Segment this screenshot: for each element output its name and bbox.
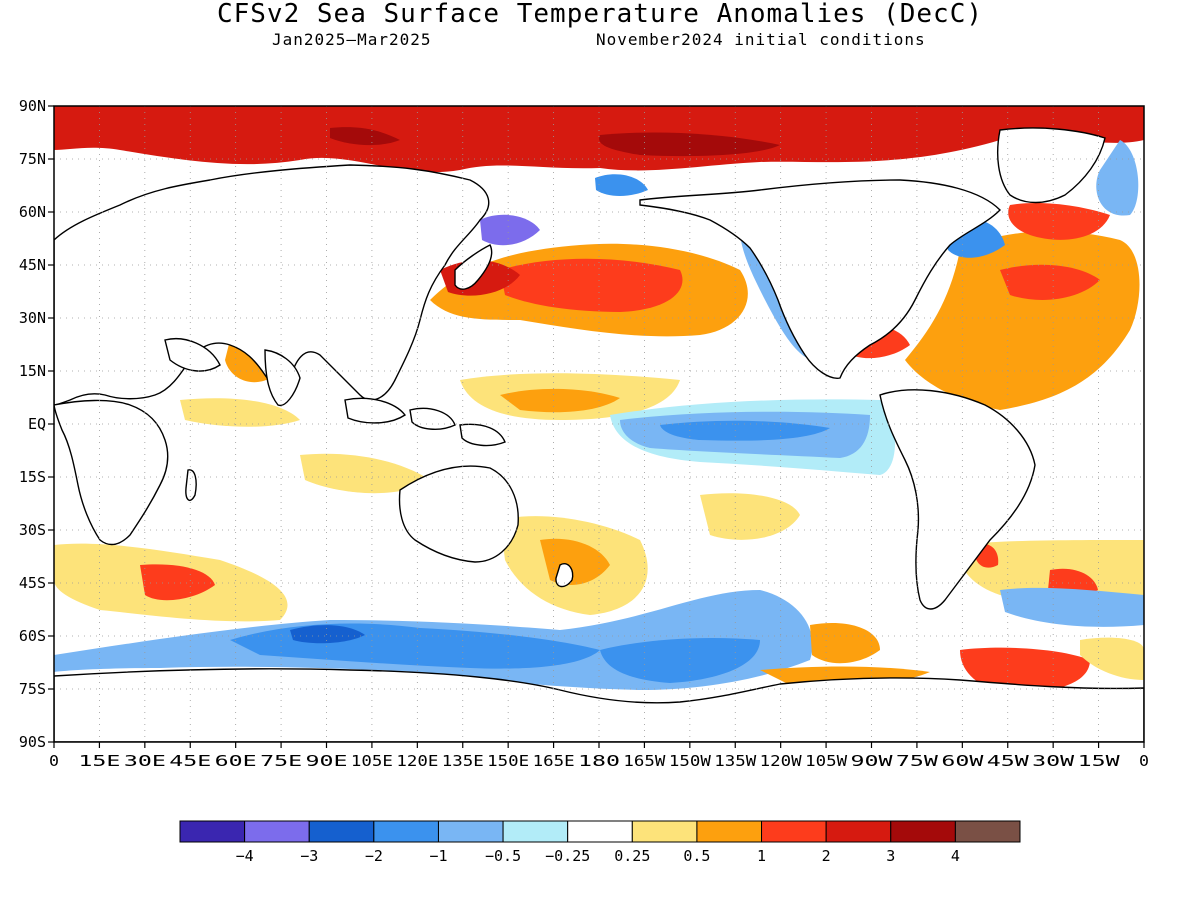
lat-label: 75S <box>19 680 46 698</box>
colorbar-swatch <box>825 820 892 843</box>
lon-label: 15E <box>78 752 120 770</box>
colorbar-swatch <box>761 820 827 843</box>
colorbar-swatch <box>308 820 375 843</box>
colorbar-swatch <box>567 820 633 843</box>
lon-label: 45W <box>987 752 1031 770</box>
lon-label: 90E <box>306 752 348 770</box>
colorbar-label: 1 <box>757 847 766 865</box>
colorbar-label: 2 <box>822 847 831 865</box>
lat-label: 75N <box>19 150 46 168</box>
eurasia-africa <box>54 164 490 406</box>
lon-label: 90W <box>851 752 895 770</box>
colorbar-swatch <box>373 820 439 843</box>
lat-label: 60N <box>19 203 46 221</box>
colorbar-label: 0.5 <box>683 847 710 865</box>
colorbar-label: −4 <box>236 847 254 865</box>
colorbar-label: −0.25 <box>545 847 590 865</box>
greenland <box>997 127 1106 204</box>
africa <box>54 399 169 546</box>
japan <box>454 244 493 290</box>
colorbar-swatch <box>179 820 246 843</box>
lon-label: 60E <box>215 752 257 770</box>
colorbar-swatch <box>502 820 569 843</box>
colorbar-swatch <box>437 820 504 843</box>
arctic-warm-region <box>54 106 1144 173</box>
longitude-labels: 0 15E 30E 45E 60E 75E 90E 105E 120E 135E 150E 165E 1… <box>49 752 1149 770</box>
lon-label: 105W <box>805 752 848 770</box>
forecast-period: Jan2025–Mar2025 <box>272 30 432 49</box>
lon-label: 75W <box>896 752 940 770</box>
lon-label: 105E <box>351 752 393 770</box>
lon-label: 15W <box>1078 752 1122 770</box>
lon-label: 45E <box>169 752 211 770</box>
lon-label: 30E <box>124 752 166 770</box>
arctic-extreme-region <box>599 132 780 157</box>
lat-label: 15S <box>19 468 46 486</box>
colorbar-label: 4 <box>951 847 960 865</box>
lon-label: 30W <box>1032 752 1076 770</box>
lon-label: 165W <box>623 752 666 770</box>
lat-label: 90N <box>19 97 46 115</box>
lat-label: 45N <box>19 256 46 274</box>
lon-label: 165E <box>533 752 575 770</box>
lon-label: 120E <box>396 752 438 770</box>
lon-label: 150W <box>669 752 712 770</box>
lat-label: 60S <box>19 627 46 645</box>
india <box>264 349 301 407</box>
lon-label: 0 <box>49 752 59 770</box>
lon-label: 60W <box>941 752 985 770</box>
axis-ticks <box>48 105 1145 748</box>
colorbar-label: 0.25 <box>614 847 650 865</box>
latitude-labels: 90N 75N 60N 45N 30N 15N EQ 15S 30S 45S 60S 75S 90S <box>19 97 46 751</box>
madagascar <box>185 469 197 502</box>
initial-conditions: November2024 initial conditions <box>596 30 926 49</box>
lat-label: EQ <box>28 415 46 433</box>
australia <box>398 465 519 563</box>
colorbar-labels: −4 −3 −2 −1 −0.5 −0.25 0.25 0.5 1 2 3 4 <box>236 847 960 865</box>
colorbar-swatch <box>631 820 698 843</box>
lat-label: 90S <box>19 733 46 751</box>
south-america <box>879 389 1036 610</box>
new-zealand <box>555 563 574 588</box>
lon-label: 180 <box>578 752 620 770</box>
colorbar-label: −2 <box>365 847 383 865</box>
colorbar-label: −1 <box>429 847 447 865</box>
lat-label: 30S <box>19 521 46 539</box>
colorbar-swatch <box>244 820 310 843</box>
colorbar-swatch <box>696 820 763 843</box>
lat-label: 15N <box>19 362 46 380</box>
colorbar-swatch <box>954 820 1021 843</box>
colorbar-label: 3 <box>886 847 895 865</box>
graticule <box>54 106 1144 742</box>
lon-label: 135E <box>442 752 484 770</box>
continents <box>54 127 1144 742</box>
north-america <box>639 179 1001 379</box>
antarctica <box>54 668 1144 742</box>
lon-label: 0 <box>1139 752 1149 770</box>
lon-label: 150E <box>487 752 529 770</box>
lon-label: 135W <box>714 752 757 770</box>
colorbar <box>179 820 1021 843</box>
lon-label: 120W <box>760 752 803 770</box>
colorbar-swatch <box>890 820 956 843</box>
lat-label: 30N <box>19 309 46 327</box>
colorbar-label: −3 <box>300 847 318 865</box>
map-title: CFSv2 Sea Surface Temperature Anomalies … <box>216 0 984 29</box>
colorbar-label: −0.5 <box>485 847 521 865</box>
lat-label: 45S <box>19 574 46 592</box>
lon-label: 75E <box>260 752 302 770</box>
